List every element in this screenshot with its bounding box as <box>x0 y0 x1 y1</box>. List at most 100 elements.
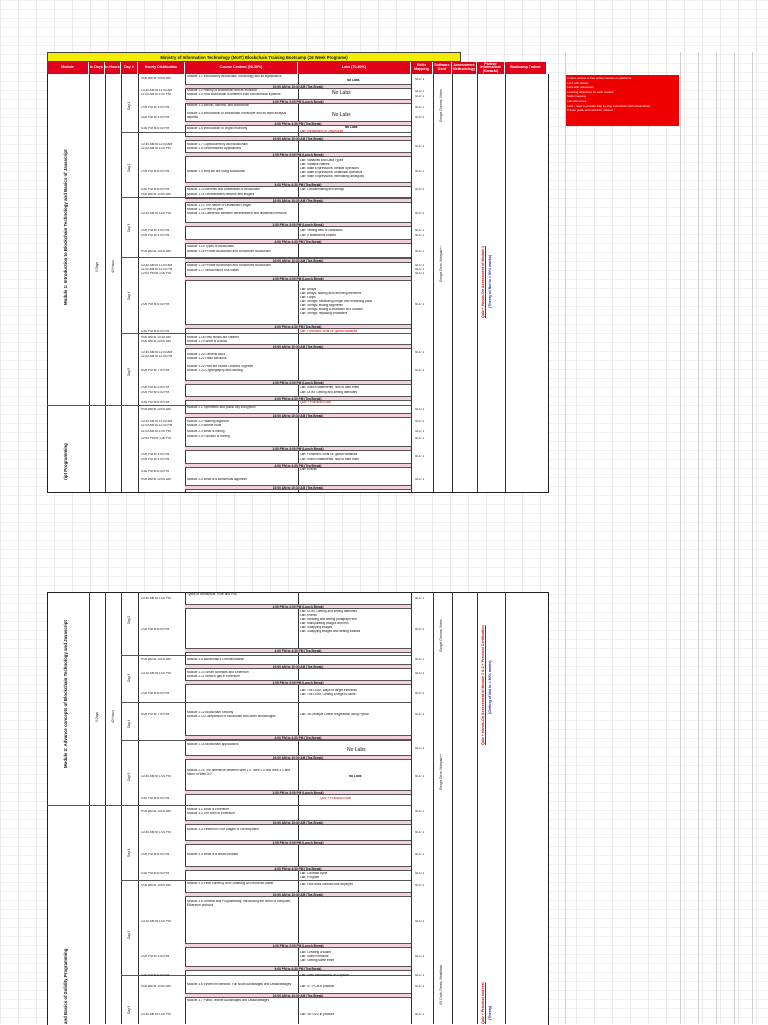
time-cell: 10:30 AM to 11:00 AM <box>141 89 173 92</box>
day-1-label: Day 1 <box>127 101 131 110</box>
time-cell: 3:00 PM to 4:00 PM <box>141 116 170 119</box>
skill-cell: SLO 1 <box>415 106 425 109</box>
col-divider <box>433 592 434 1024</box>
content-cell: Module 1.3 How Blockchain is different f… <box>187 93 281 96</box>
col-divider <box>452 592 453 1024</box>
content-cell: Module 2.15 The difference between Web 1… <box>187 769 291 776</box>
day-separator <box>121 257 411 258</box>
day-3-label: Day 3 <box>127 223 131 232</box>
break-row: 4:00 PM to 4:30 PM (Tea Break) <box>185 735 411 740</box>
time-cell: 10:30 AM to 1:00 PM <box>141 672 171 675</box>
col-divider <box>138 74 139 492</box>
header-partner: Partner Informatical (Karachi) <box>477 62 505 74</box>
note-line: Course access to free online courses on … <box>567 76 632 80</box>
lab-cell: Quiz + Practical Exam <box>320 797 352 800</box>
day-separator <box>121 132 411 133</box>
lab-cell: Lab: Contract cycle <box>300 872 328 875</box>
content-cell: Module 2.3 Merkle roots <box>187 424 222 427</box>
col-divider <box>433 74 434 492</box>
skill-cell: SLO 1 <box>415 170 425 173</box>
time-cell: 11:00 AM to 1:00 PM <box>141 430 171 433</box>
note-line: Lab references <box>567 98 587 103</box>
assessment-1-criteria: (Theory of Not to > 80% marks) <box>488 254 492 308</box>
time-cell: 6:00 PM to 7:00 PM <box>141 369 170 372</box>
day-separator <box>121 740 411 741</box>
skill-cell: SLO 1 <box>415 974 425 977</box>
time-cell: 9:00 AM to 10:00 AM <box>141 250 171 253</box>
lab-cell: Lab: Loops <box>300 296 316 299</box>
break-row: 4:00 PM to 4:30 PM (Tea Break) <box>185 182 411 187</box>
time-cell: 2:00 PM to 3:00 PM <box>141 106 170 109</box>
day-4-label: Day 4 <box>127 291 131 300</box>
note-line: Skills mapping <box>567 94 586 99</box>
break-row: 10:00 AM to 10:30 AM (Tea Break) <box>185 84 411 89</box>
lab-cell: Lab: Strings: finding segments <box>300 304 343 307</box>
lab-cell: Lab: Program <box>300 876 320 879</box>
time-cell: 11:00 AM to 12:00 PM <box>141 355 173 358</box>
break-row: 1:00 PM to 2:00 PM (Lunch Break) <box>185 446 411 451</box>
software-used-1: Google Chrome, Notes <box>439 89 443 122</box>
content-cell: Module 1.6 Introduction to crypto econom… <box>187 127 248 130</box>
skill-cell: SLO 1 <box>415 955 425 958</box>
break-row: 4:00 PM to 4:30 PM (Tea Break) <box>185 463 411 468</box>
content-cell: Module 3.6 Ethereum Network: Full Node A… <box>187 983 292 986</box>
content-cell: Module 1.8 Decentralized Applications <box>187 147 242 150</box>
time-cell: 10:30 AM to 1:00 PM <box>141 920 171 923</box>
skill-cell: SLO 1 <box>415 1013 425 1016</box>
break-row: 1:00 PM to 2:00 PM (Lunch Break) <box>185 99 411 104</box>
lab-cell: Lab: Functions: local vs. global variabl… <box>300 453 358 456</box>
software-used: Google Drive, Notepad++ <box>439 753 443 790</box>
note-line: Labs with references <box>567 85 594 90</box>
skill-cell: SLO 1 <box>415 853 425 856</box>
time-cell: 10:30 AM to 11:00 AM <box>141 143 173 146</box>
time-cell: 11:00 AM to 1:00 PM <box>141 147 171 150</box>
time-cell: 9:00 AM to 10:00 AM <box>141 884 171 887</box>
time-cell: 9:00 AM to 10:30 AM <box>141 336 171 339</box>
col-divider <box>89 74 90 492</box>
break-row: 4:00 PM to 4:30 PM (Tea Break) <box>185 121 411 126</box>
time-cell: 10:30 AM to 1:00 PM <box>141 212 171 215</box>
lab-cell: Lab: Creating a wallet <box>300 951 331 954</box>
module-1-days: 5 Days <box>95 262 99 272</box>
content-cell: Module 1.23 Cryptography and hashing <box>187 369 243 372</box>
lab-cell: Lab: Swapping images and setting classes <box>300 630 361 633</box>
skill-cell: SLO 1 <box>415 478 425 481</box>
note-line: Labs with details <box>567 80 589 85</box>
lab-cell: Lab: Swapping images <box>300 626 333 629</box>
time-cell: 9:00 AM to 10:00 AM <box>141 985 171 988</box>
content-cell: Module 3.7 Public Testnet Advantages and… <box>187 999 270 1002</box>
content-cell: Module 3.6 General and Programming: Intr… <box>187 900 292 907</box>
lab-cell: Lab: DOM: Getting and setting attributes <box>300 391 358 394</box>
skill-cell: SLO 1 <box>415 229 425 232</box>
lab-cell: No Labs <box>345 126 358 129</box>
time-cell: 2:00 PM to 3:00 PM <box>141 386 170 389</box>
time-cell: 9:00 AM to 10:00 AM <box>141 478 171 481</box>
content-cell: Module 2.4 What is mining <box>187 430 225 433</box>
header-skills: Skills Mapping <box>411 62 433 74</box>
content-cell: Module 1.21 Hash functions <box>187 357 227 360</box>
content-cell: Module 3.3 Ethereum Four Stages of Devel… <box>187 828 259 831</box>
header-day-number: Day # <box>121 62 138 74</box>
lab-cell: Lab: Functions: local vs. global variabl… <box>300 330 358 333</box>
time-cell: 9:00 AM to 10:00 AM <box>141 77 171 80</box>
break-row: 10:00 AM to 10:30 AM (Tea Break) <box>185 258 411 263</box>
time-cell: 4:30 PM to 6:00 PM <box>141 401 170 404</box>
skill-cell: SLO 1 <box>415 437 425 440</box>
break-row: 1:00 PM to 2:00 PM (Lunch Break) <box>185 604 411 609</box>
lab-cell: Lab: Reading and writing paragraph text <box>300 618 357 621</box>
skill-cell: SLO 1 <box>415 985 425 988</box>
skill-cell: SLO 1 <box>415 408 425 411</box>
time-cell: 2:00 PM to 3:00 PM <box>141 229 170 232</box>
day-2-label: Day 2 <box>127 163 131 172</box>
break-row: 1:00 PM to 2:00 PM (Lunch Break) <box>185 680 411 685</box>
time-cell: 9:00 AM to 10:00 AM <box>141 810 171 813</box>
col-divider <box>298 74 299 492</box>
col-divider <box>89 592 90 1024</box>
content-cell: Module 1.11 Decentralized network and le… <box>187 193 255 196</box>
col-divider <box>105 74 106 492</box>
break-row: 1:00 PM to 2:00 PM (Lunch Break) <box>185 222 411 227</box>
break-row: 10:00 AM to 10:30 AM (Tea Break) <box>185 198 411 203</box>
lab-cell: Lab: Testing sets of conditions <box>300 229 343 232</box>
time-cell: 10:30 AM to 1:00 PM <box>141 775 171 778</box>
lab-cell: Lab: Switch statements: how to start the… <box>300 386 360 389</box>
